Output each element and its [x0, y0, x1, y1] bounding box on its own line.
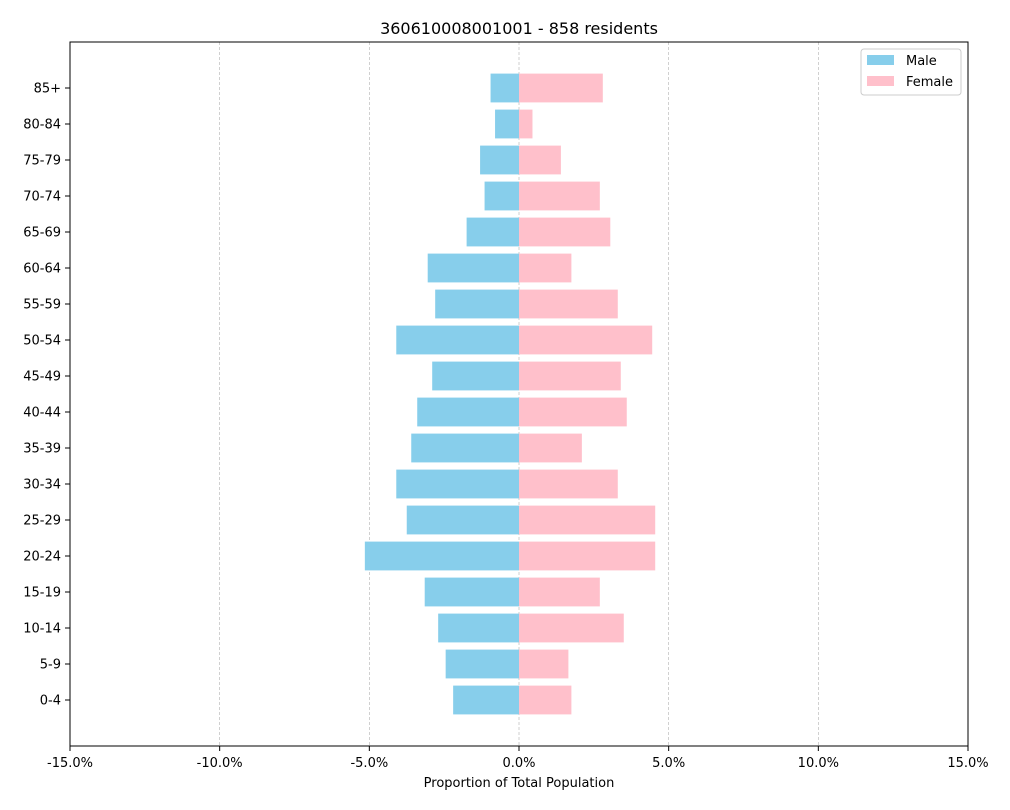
y-tick-label: 80-84 [23, 118, 61, 133]
bar-female-10-14 [519, 613, 624, 643]
bar-male-80-84 [495, 109, 519, 139]
bar-male-60-64 [427, 253, 519, 283]
bar-male-65-69 [466, 217, 519, 247]
x-tick-label: 0.0% [502, 756, 535, 771]
y-tick-label: 55-59 [23, 298, 61, 313]
bar-male-50-54 [396, 325, 519, 355]
bar-female-5-9 [519, 649, 569, 679]
x-axis-label: Proportion of Total Population [424, 776, 615, 791]
bar-male-0-4 [453, 685, 519, 715]
bar-female-50-54 [519, 325, 653, 355]
legend-swatch-male [867, 55, 894, 65]
legend-label-female: Female [906, 75, 953, 90]
bar-male-45-49 [432, 361, 519, 391]
bar-male-5-9 [445, 649, 519, 679]
y-tick-label: 20-24 [23, 550, 61, 565]
bar-female-40-44 [519, 397, 627, 427]
y-tick-label: 10-14 [23, 622, 61, 637]
bar-male-70-74 [484, 181, 519, 211]
x-tick-label: -15.0% [47, 756, 93, 771]
y-tick-label: 85+ [34, 82, 61, 97]
x-tick-label: 10.0% [798, 756, 839, 771]
bar-female-15-19 [519, 577, 600, 607]
bar-male-10-14 [438, 613, 519, 643]
y-tick-label: 75-79 [23, 154, 61, 169]
x-tick-label: -10.0% [197, 756, 243, 771]
bar-female-0-4 [519, 685, 572, 715]
bars [364, 73, 656, 715]
y-tick-label: 25-29 [23, 514, 61, 529]
y-tick-label: 5-9 [40, 658, 61, 673]
bar-female-35-39 [519, 433, 582, 463]
y-tick-label: 65-69 [23, 226, 61, 241]
bar-male-20-24 [364, 541, 519, 571]
bar-male-25-29 [406, 505, 519, 535]
bar-male-15-19 [424, 577, 519, 607]
bar-female-20-24 [519, 541, 656, 571]
bar-female-60-64 [519, 253, 572, 283]
bar-male-75-79 [480, 145, 519, 175]
bar-female-70-74 [519, 181, 600, 211]
legend-label-male: Male [906, 54, 937, 69]
bar-female-45-49 [519, 361, 621, 391]
y-tick-label: 70-74 [23, 190, 61, 205]
x-tick-label: 15.0% [947, 756, 988, 771]
y-tick-label: 0-4 [40, 694, 61, 709]
legend-swatch-female [867, 76, 894, 86]
bar-male-85+ [490, 73, 519, 103]
bar-male-40-44 [417, 397, 519, 427]
bar-male-30-34 [396, 469, 519, 499]
y-tick-label: 50-54 [23, 334, 61, 349]
bar-female-25-29 [519, 505, 656, 535]
y-tick-label: 30-34 [23, 478, 61, 493]
x-axis-ticks: -15.0% -10.0% -5.0% 0.0% 5.0% 10.0% 15.0% [47, 746, 989, 771]
bar-female-75-79 [519, 145, 561, 175]
chart-title: 360610008001001 - 858 residents [380, 19, 658, 38]
bar-female-65-69 [519, 217, 611, 247]
bar-male-35-39 [411, 433, 519, 463]
y-tick-label: 60-64 [23, 262, 61, 277]
legend: Male Female [860, 48, 962, 96]
y-tick-label: 40-44 [23, 406, 61, 421]
x-tick-label: -5.0% [350, 756, 388, 771]
bar-female-55-59 [519, 289, 618, 319]
bar-female-80-84 [519, 109, 533, 139]
y-axis-ticks: 0-4 5-9 10-14 15-19 20-24 25-29 30-34 35-39 40-4… [23, 82, 70, 709]
y-tick-label: 15-19 [23, 586, 61, 601]
x-tick-label: 5.0% [652, 756, 685, 771]
bar-male-55-59 [435, 289, 519, 319]
y-tick-label: 45-49 [23, 370, 61, 385]
bar-female-85+ [519, 73, 603, 103]
bar-female-30-34 [519, 469, 618, 499]
y-tick-label: 35-39 [23, 442, 61, 457]
